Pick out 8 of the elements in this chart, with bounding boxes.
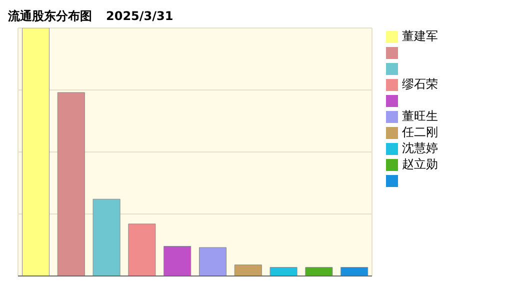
legend-label: 缪石荣 (402, 77, 438, 91)
legend-label: 董旺生 (402, 109, 438, 123)
legend-label: 沈慧婷 (402, 141, 438, 155)
legend-label: 董建军 (402, 29, 438, 43)
legend-label: 任二刚 (402, 125, 438, 139)
chart-title: 流通股东分布图 (8, 9, 92, 23)
chart-subtitle: 2025/3/31 (106, 9, 174, 23)
legend-label: 赵立勋 (402, 157, 438, 171)
